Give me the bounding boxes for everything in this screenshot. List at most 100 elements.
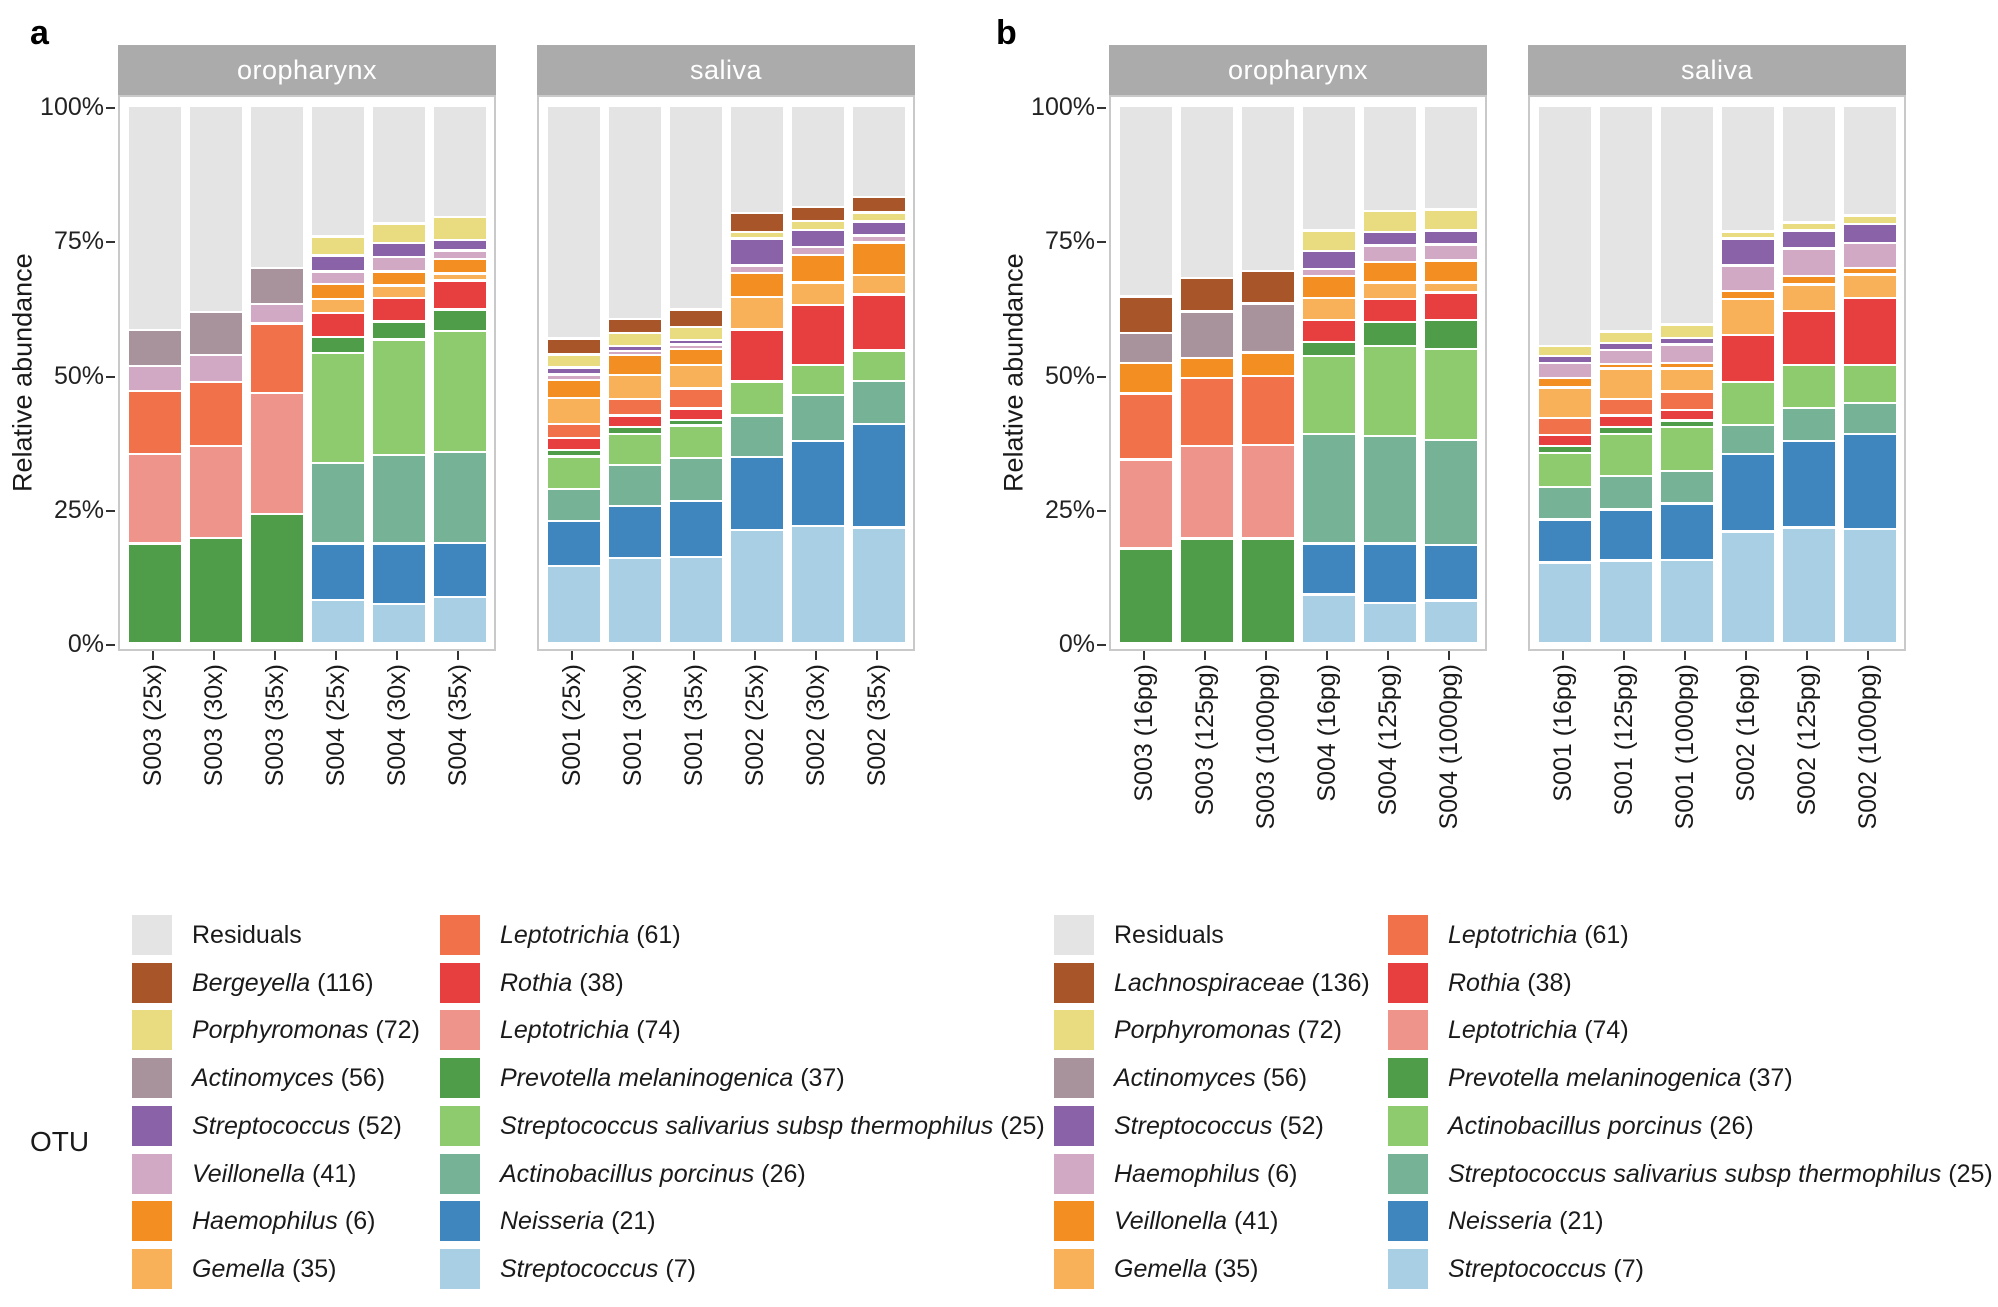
bar-segment-porphyromonas <box>1425 210 1477 230</box>
y-tick-mark <box>1097 644 1106 646</box>
bar-segment-streptococcus <box>670 341 722 344</box>
bar-segment-porphyromonas <box>1844 216 1896 223</box>
bar-segment-leptotrichia <box>129 392 181 453</box>
legend-otu-count: (21) <box>604 1207 656 1236</box>
x-tick-label: S001 (16pg) <box>1549 664 1577 802</box>
bar-segment-streptococcus <box>731 531 783 642</box>
x-tick-label: S004 (125pg) <box>1374 664 1402 816</box>
bar-segment-bergeyella <box>731 214 783 231</box>
bar-segment-haemophilus <box>434 260 486 273</box>
x-tick-mark <box>1867 651 1869 660</box>
bar-segment-residuals <box>1364 107 1416 210</box>
x-tick-label: S002 (30x) <box>802 664 830 787</box>
y-tick-label: 75% <box>1044 227 1095 256</box>
legend-otu-name: Lachnospiraceae <box>1114 968 1305 997</box>
bar-segment-gemella <box>609 376 661 399</box>
legend-otu-name: Actinomyces <box>1114 1064 1256 1093</box>
legend-otu-count: (74) <box>1577 1016 1629 1045</box>
bar-segment-porphyromonas <box>1722 232 1774 238</box>
bar-segment-residuals <box>548 107 600 338</box>
x-tick-mark <box>1387 651 1389 660</box>
bar-segment-rothia <box>609 416 661 426</box>
stacked-bar <box>1600 97 1652 649</box>
bar-segment-prevotella-melaninogenica <box>434 310 486 330</box>
bar-segment-leptotrichia <box>670 389 722 408</box>
legend-swatch-actinomyces <box>1054 1058 1094 1099</box>
bar-segment-streptococcus <box>373 605 425 642</box>
legend-otu-name: Leptotrichia <box>500 1016 630 1045</box>
y-tick-mark <box>1097 107 1106 109</box>
bar-segment-streptococcus-salivarius-subsp-thermophilus <box>1539 488 1591 519</box>
bar-segment-haemophilus <box>1364 246 1416 261</box>
bar-segment-residuals <box>1181 107 1233 277</box>
legend-otu-count: (26) <box>754 1159 806 1188</box>
bar-segment-actinobacillus-porcinus <box>1425 349 1477 439</box>
facet-panel-oropharynx <box>118 95 496 651</box>
legend-otu-name: Actinobacillus porcinus <box>1448 1111 1703 1140</box>
bar-segment-residuals <box>609 107 661 318</box>
bar-segment-actinobacillus-porcinus <box>1722 383 1774 424</box>
legend-label: Streptococcus salivarius subsp thermophi… <box>500 1112 1045 1141</box>
bar-segment-haemophilus <box>1539 364 1591 377</box>
legend-otu-count: (41) <box>305 1159 357 1188</box>
x-tick-label: S002 (16pg) <box>1732 664 1760 802</box>
bar-segment-bergeyella <box>853 197 905 212</box>
bar-segment-haemophilus <box>1722 266 1774 290</box>
bar-segment-actinobacillus-porcinus <box>1600 435 1652 475</box>
bar-segment-veillonella <box>1120 364 1172 393</box>
stacked-bar <box>1661 97 1713 649</box>
legend-label: Leptotrichia (74) <box>1448 1016 1629 1045</box>
bar-segment-haemophilus <box>1303 270 1355 275</box>
bar-segment-actinomyces <box>1120 334 1172 363</box>
bar-segment-streptococcus-salivarius-subsp-thermophilus <box>792 366 844 394</box>
bar-segment-gemella <box>670 366 722 388</box>
bar-segment-streptococcus-salivarius-subsp-thermophilus <box>1783 409 1835 440</box>
legend-otu-count: (72) <box>368 1016 420 1045</box>
x-tick-label: S001 (125pg) <box>1610 664 1638 816</box>
legend-otu-name: Gemella <box>192 1254 286 1283</box>
bar-segment-haemophilus <box>312 284 364 298</box>
bar-segment-porphyromonas <box>1539 347 1591 355</box>
bar-segment-haemophilus <box>670 350 722 364</box>
bar-segment-actinobacillus-porcinus <box>670 458 722 500</box>
bar-segment-prevotella-melaninogenica <box>373 322 425 339</box>
bar-segment-actinobacillus-porcinus <box>373 456 425 543</box>
bar-segment-streptococcus-salivarius-subsp-thermophilus <box>312 354 364 462</box>
bar-segment-porphyromonas <box>312 237 364 255</box>
legend-otu-name: Rothia <box>1448 968 1521 997</box>
bar-segment-residuals <box>731 107 783 212</box>
bar-segment-leptotrichia <box>251 393 303 513</box>
bar-segment-neisseria <box>731 458 783 530</box>
bar-segment-streptococcus <box>434 598 486 642</box>
legend-otu-name: Actinomyces <box>192 1064 334 1093</box>
bar-segment-prevotella-melaninogenica <box>1539 447 1591 452</box>
legend-swatch-streptococcus-salivarius-subsp-thermophilus <box>1388 1153 1428 1194</box>
x-tick-label: S003 (1000pg) <box>1252 664 1280 830</box>
x-tick-label: S004 (30x) <box>383 664 411 787</box>
legend-otu-name: Veillonella <box>1114 1207 1228 1236</box>
legend-label: Streptococcus (7) <box>1448 1255 1644 1284</box>
legend-label: Bergeyella (116) <box>192 969 374 998</box>
bar-segment-gemella <box>548 399 600 423</box>
bar-segment-rothia <box>1600 416 1652 426</box>
legend-title: OTU <box>30 1126 90 1157</box>
bar-segment-streptococcus-salivarius-subsp-thermophilus <box>853 351 905 380</box>
bar-segment-streptococcus-salivarius-subsp-thermophilus <box>434 332 486 451</box>
bar-segment-streptococcus <box>1539 356 1591 363</box>
legend-label: Streptococcus (7) <box>500 1255 696 1284</box>
stacked-bar <box>251 97 303 649</box>
bar-segment-actinobacillus-porcinus <box>1661 428 1713 470</box>
bar-segment-veillonella <box>548 375 600 379</box>
bar-segment-neisseria <box>1844 435 1896 528</box>
bar-segment-rothia <box>373 298 425 321</box>
bar-segment-neisseria <box>548 522 600 566</box>
bar-segment-streptococcus <box>1600 561 1652 642</box>
legend-label: Leptotrichia (61) <box>1448 921 1629 950</box>
x-tick-mark <box>1562 651 1564 660</box>
bar-segment-residuals <box>670 107 722 309</box>
legend-label: Porphyromonas (72) <box>1114 1016 1342 1045</box>
x-tick-label: S001 (1000pg) <box>1671 664 1699 830</box>
bar-segment-streptococcus <box>1722 239 1774 265</box>
bar-segment-rothia <box>731 330 783 381</box>
